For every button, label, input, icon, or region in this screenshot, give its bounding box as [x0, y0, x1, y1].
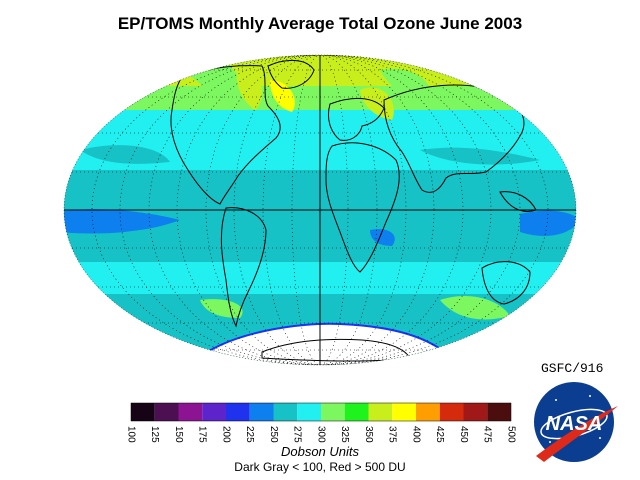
colorbar-swatch: [463, 403, 488, 421]
colorbar-tick-label: 100: [125, 426, 136, 443]
colorbar-tick-label: 450: [458, 426, 469, 443]
colorbar-tick-label: 125: [149, 426, 160, 443]
colorbar-tick-label: 275: [292, 426, 303, 443]
colorbar-tick-label: 400: [410, 426, 421, 443]
colorbar-tick-label: 150: [173, 426, 184, 443]
colorbar-swatch: [154, 403, 179, 421]
colorbar-swatch: [202, 403, 226, 421]
colorbar-swatch: [321, 403, 345, 421]
colorbar-units-label: Dobson Units: [280, 444, 360, 459]
colorbar-swatch: [368, 403, 393, 421]
colorbar-tick-label: 375: [387, 426, 398, 443]
colorbar-tick-label: 500: [505, 426, 516, 443]
colorbar-swatch: [487, 403, 511, 421]
colorbar-swatch: [131, 403, 155, 421]
colorbar-tick-label: 200: [220, 426, 231, 443]
colorbar-tick-label: 300: [315, 426, 326, 443]
colorbar-swatch: [178, 403, 203, 421]
colorbar-swatch: [273, 403, 298, 421]
colorbar-swatch: [416, 403, 440, 421]
colorbar-swatch: [249, 403, 274, 421]
colorbar-tick-label: 425: [434, 426, 445, 443]
low-ozone-band-tropics: [64, 209, 180, 234]
colorbar-tick-label: 175: [197, 426, 208, 443]
credit-label: GSFC/916: [541, 361, 604, 376]
globe-outline: [63, 54, 577, 366]
colorbar-tick-label: 325: [339, 426, 350, 443]
nasa-logo-text: NASA: [546, 413, 603, 435]
colorbar-tick-label: 225: [244, 426, 255, 443]
nasa-logo: NASA: [534, 382, 618, 462]
colorbar-swatches: [130, 402, 512, 422]
colorbar-ticks: 100 125 150 175 200 225 250 275 300 325 350 375 400 4…: [125, 426, 516, 443]
colorbar-swatch: [439, 403, 464, 421]
colorbar-tick-label: 475: [482, 426, 493, 443]
colorbar-tick-label: 250: [268, 426, 279, 443]
colorbar-swatch: [344, 403, 369, 421]
colorbar-swatch: [297, 403, 321, 421]
colorbar-range-note: Dark Gray < 100, Red > 500 DU: [234, 460, 406, 474]
colorbar-swatch: [392, 403, 416, 421]
colorbar-swatch: [226, 403, 250, 421]
map-title: EP/TOMS Monthly Average Total Ozone June…: [117, 14, 523, 33]
colorbar-tick-label: 350: [363, 426, 374, 443]
